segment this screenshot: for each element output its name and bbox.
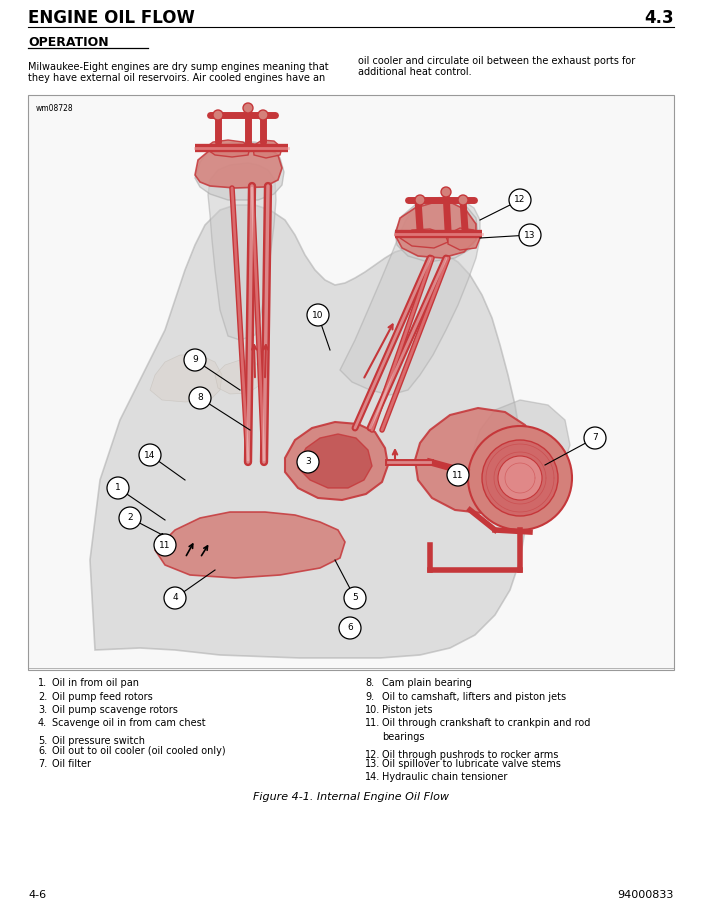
- Text: Oil spillover to lubricate valve stems: Oil spillover to lubricate valve stems: [382, 759, 561, 769]
- Text: 8: 8: [197, 394, 203, 403]
- Circle shape: [243, 103, 253, 113]
- Text: Scavenge oil in from cam chest: Scavenge oil in from cam chest: [52, 719, 206, 729]
- Polygon shape: [395, 200, 478, 262]
- Text: 2.: 2.: [38, 691, 47, 701]
- Text: 2: 2: [127, 513, 133, 522]
- Text: Oil filter: Oil filter: [52, 759, 91, 769]
- Text: 5.: 5.: [38, 736, 47, 746]
- Text: 12.: 12.: [365, 750, 380, 760]
- Text: Oil pressure switch: Oil pressure switch: [52, 736, 145, 746]
- Text: they have external oil reservoirs. Air cooled engines have an: they have external oil reservoirs. Air c…: [28, 73, 325, 83]
- Polygon shape: [208, 163, 276, 340]
- Text: 7.: 7.: [38, 759, 47, 769]
- Text: 12: 12: [515, 195, 526, 205]
- Text: oil cooler and circulate oil between the exhaust ports for: oil cooler and circulate oil between the…: [358, 56, 635, 66]
- Text: 3.: 3.: [38, 705, 47, 715]
- Circle shape: [415, 195, 425, 205]
- Text: bearings: bearings: [382, 732, 425, 742]
- Text: 13.: 13.: [365, 759, 380, 769]
- Text: 11.: 11.: [365, 719, 380, 729]
- Text: 4: 4: [172, 593, 178, 603]
- Text: 4.: 4.: [38, 719, 47, 729]
- Polygon shape: [395, 202, 476, 258]
- Circle shape: [139, 444, 161, 466]
- Text: 11: 11: [159, 540, 171, 550]
- Polygon shape: [400, 229, 448, 248]
- Text: 14: 14: [145, 450, 156, 459]
- Circle shape: [344, 587, 366, 609]
- Circle shape: [297, 451, 319, 473]
- Text: Oil through crankshaft to crankpin and rod: Oil through crankshaft to crankpin and r…: [382, 719, 590, 729]
- Text: 9.: 9.: [365, 691, 374, 701]
- Polygon shape: [285, 422, 388, 500]
- Text: 4-6: 4-6: [28, 890, 46, 900]
- Text: Oil through pushrods to rocker arms: Oil through pushrods to rocker arms: [382, 750, 558, 760]
- Circle shape: [458, 195, 468, 205]
- Circle shape: [258, 110, 268, 120]
- Circle shape: [519, 224, 541, 246]
- Text: 94000833: 94000833: [618, 890, 674, 900]
- Text: 10: 10: [312, 310, 324, 320]
- Text: Oil out to oil cooler (oil cooled only): Oil out to oil cooler (oil cooled only): [52, 746, 225, 755]
- Circle shape: [107, 477, 129, 499]
- Polygon shape: [90, 205, 527, 658]
- Text: Figure 4-1. Internal Engine Oil Flow: Figure 4-1. Internal Engine Oil Flow: [253, 792, 449, 802]
- Polygon shape: [448, 228, 480, 250]
- Circle shape: [307, 304, 329, 326]
- Text: 6: 6: [347, 624, 353, 633]
- Circle shape: [154, 534, 176, 556]
- Text: ENGINE OIL FLOW: ENGINE OIL FLOW: [28, 9, 195, 27]
- Polygon shape: [205, 140, 250, 157]
- Circle shape: [184, 349, 206, 371]
- Text: 5: 5: [352, 593, 358, 603]
- Circle shape: [339, 617, 361, 639]
- Text: additional heat control.: additional heat control.: [358, 67, 472, 77]
- Text: OPERATION: OPERATION: [28, 36, 109, 48]
- Text: Milwaukee-Eight engines are dry sump engines meaning that: Milwaukee-Eight engines are dry sump eng…: [28, 62, 329, 72]
- Text: 6.: 6.: [38, 746, 47, 755]
- Text: 10.: 10.: [365, 705, 380, 715]
- Polygon shape: [340, 197, 480, 395]
- Text: 1.: 1.: [38, 678, 47, 688]
- Text: Oil to camshaft, lifters and piston jets: Oil to camshaft, lifters and piston jets: [382, 691, 566, 701]
- Text: 8.: 8.: [365, 678, 374, 688]
- Text: Oil pump scavenge rotors: Oil pump scavenge rotors: [52, 705, 178, 715]
- Text: Oil pump feed rotors: Oil pump feed rotors: [52, 691, 153, 701]
- Text: 9: 9: [192, 355, 198, 364]
- Circle shape: [447, 464, 469, 486]
- Text: 3: 3: [305, 457, 311, 467]
- Polygon shape: [298, 434, 372, 488]
- Text: 11: 11: [452, 470, 464, 479]
- Text: Oil in from oil pan: Oil in from oil pan: [52, 678, 139, 688]
- Circle shape: [213, 110, 223, 120]
- Text: Hydraulic chain tensioner: Hydraulic chain tensioner: [382, 772, 508, 782]
- Text: 1: 1: [115, 484, 121, 492]
- Text: 13: 13: [524, 230, 536, 239]
- Text: 4.3: 4.3: [644, 9, 674, 27]
- FancyBboxPatch shape: [28, 95, 674, 670]
- Polygon shape: [253, 140, 282, 158]
- Circle shape: [468, 426, 572, 530]
- Circle shape: [509, 189, 531, 211]
- Circle shape: [189, 387, 211, 409]
- Polygon shape: [155, 512, 345, 578]
- Circle shape: [164, 587, 186, 609]
- Polygon shape: [195, 143, 282, 188]
- Text: 14.: 14.: [365, 772, 380, 782]
- Polygon shape: [215, 360, 262, 394]
- Circle shape: [584, 427, 606, 449]
- Polygon shape: [415, 408, 538, 513]
- Text: Cam plain bearing: Cam plain bearing: [382, 678, 472, 688]
- Circle shape: [498, 456, 542, 500]
- Circle shape: [441, 187, 451, 197]
- Text: Piston jets: Piston jets: [382, 705, 432, 715]
- Polygon shape: [472, 400, 570, 496]
- Polygon shape: [150, 355, 222, 402]
- Polygon shape: [195, 142, 284, 200]
- Text: wm08728: wm08728: [36, 104, 74, 113]
- Circle shape: [482, 440, 558, 516]
- Circle shape: [119, 507, 141, 529]
- Text: 7: 7: [592, 434, 598, 443]
